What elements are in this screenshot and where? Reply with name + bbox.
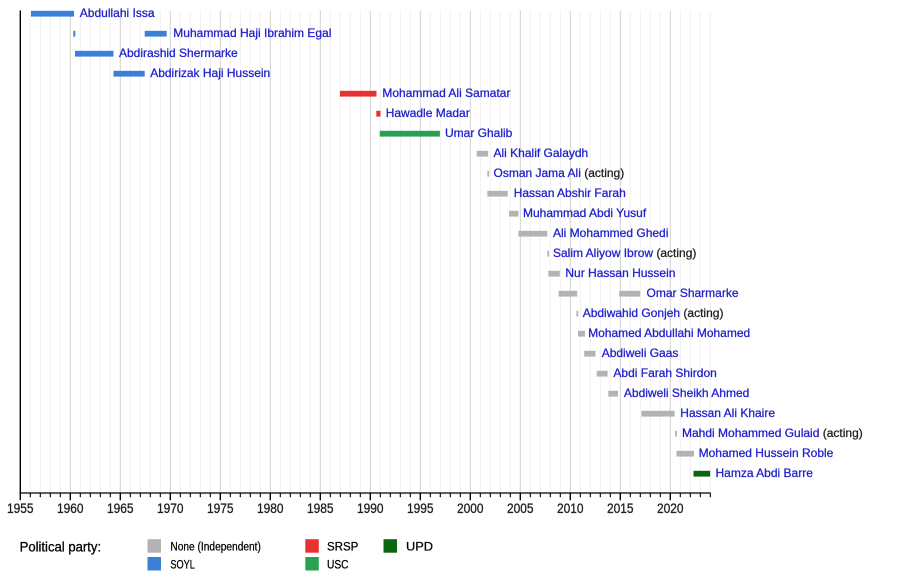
svg-text:1960: 1960 [57,501,84,516]
svg-text:1975: 1975 [207,501,234,516]
svg-text:Abdiweli Sheikh Ahmed: Abdiweli Sheikh Ahmed [624,386,749,400]
svg-text:Political party:: Political party: [20,539,102,555]
svg-text:Abdiweli Gaas: Abdiweli Gaas [602,346,679,360]
svg-text:Muhammad Abdi Yusuf: Muhammad Abdi Yusuf [523,206,647,220]
svg-text:Abdirashid Shermarke: Abdirashid Shermarke [119,46,238,60]
svg-text:Osman Jama Ali (acting): Osman Jama Ali (acting) [494,166,625,180]
svg-text:1985: 1985 [307,501,334,516]
svg-text:Mohamed Abdullahi Mohamed: Mohamed Abdullahi Mohamed [588,326,750,340]
svg-text:Omar Sharmarke: Omar Sharmarke [647,286,739,300]
svg-text:Abdirizak Haji Hussein: Abdirizak Haji Hussein [150,66,270,80]
svg-text:Nur Hassan Hussein: Nur Hassan Hussein [565,266,675,280]
svg-text:Ali Khalif Galaydh: Ali Khalif Galaydh [494,146,589,160]
svg-text:SOYL: SOYL [170,559,195,571]
svg-text:SRSP: SRSP [327,542,359,554]
svg-text:2000: 2000 [457,501,484,516]
svg-text:Mohamed Hussein Roble: Mohamed Hussein Roble [699,446,834,460]
svg-text:1995: 1995 [407,501,434,516]
svg-text:2015: 2015 [607,501,634,516]
svg-text:Hassan Ali Khaire: Hassan Ali Khaire [680,406,775,420]
svg-text:1970: 1970 [157,501,184,516]
svg-text:Abdullahi Issa: Abdullahi Issa [80,6,155,20]
svg-text:2020: 2020 [657,501,684,516]
svg-text:1980: 1980 [257,501,284,516]
svg-text:Abdi Farah Shirdon: Abdi Farah Shirdon [613,366,716,380]
svg-text:Muhammad Haji Ibrahim Egal: Muhammad Haji Ibrahim Egal [173,26,331,40]
svg-text:Ali Mohammed Ghedi: Ali Mohammed Ghedi [553,226,668,240]
svg-text:Salim Aliyow Ibrow (acting): Salim Aliyow Ibrow (acting) [553,246,696,260]
svg-text:Umar Ghalib: Umar Ghalib [445,126,513,140]
svg-text:UPD: UPD [406,542,433,554]
svg-text:Hamza Abdi Barre: Hamza Abdi Barre [716,466,814,480]
svg-text:USC: USC [327,559,349,571]
svg-text:Hawadle Madar: Hawadle Madar [386,106,470,120]
svg-text:Mohammad Ali Samatar: Mohammad Ali Samatar [382,86,510,100]
svg-text:Mahdi Mohammed Gulaid (acting): Mahdi Mohammed Gulaid (acting) [682,426,863,440]
svg-text:Abdiwahid Gonjeh (acting): Abdiwahid Gonjeh (acting) [583,306,724,320]
svg-text:2005: 2005 [507,501,534,516]
svg-text:1965: 1965 [107,501,134,516]
svg-text:None (Independent): None (Independent) [170,542,261,554]
svg-text:Hassan Abshir Farah: Hassan Abshir Farah [514,186,626,200]
svg-text:1955: 1955 [7,501,34,516]
svg-text:1990: 1990 [357,501,384,516]
svg-text:2010: 2010 [557,501,584,516]
